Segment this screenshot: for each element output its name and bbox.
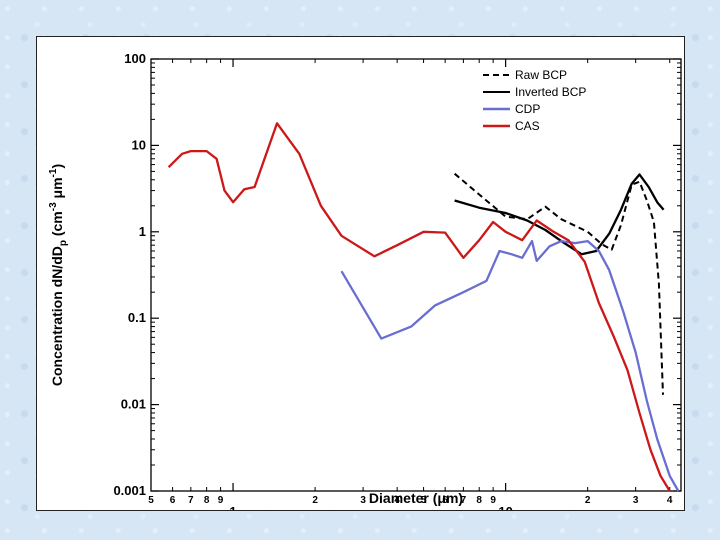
series-line-cas	[167, 122, 671, 492]
x-minor-tick-label: 5	[148, 495, 154, 506]
series-line-cdp	[340, 239, 680, 492]
legend-entry-cas: CAS	[483, 119, 540, 133]
legend-label-cas: CAS	[515, 119, 540, 133]
y-tick-label: 1	[139, 224, 146, 239]
x-minor-tick-label: 2	[585, 495, 591, 506]
y-tick-labels: 0.001 0.01 0.1 1 10 100	[113, 51, 146, 498]
legend-label-cdp: CDP	[515, 102, 540, 116]
x-minor-tick-label: 6	[442, 495, 448, 506]
y-axis-title: Concentration dN/dDp (cm-3 μm-1)	[48, 164, 69, 386]
x-axis-title: Diameter (μm)	[369, 490, 463, 506]
x-minor-tick-label: 7	[461, 495, 467, 506]
x-major-tick-label: 1	[229, 504, 236, 510]
axis-ticks	[150, 58, 681, 492]
x-minor-tick-label: 7	[188, 495, 194, 506]
y-tick-label: 10	[132, 137, 146, 152]
legend: Raw BCP Inverted BCP CDP CAS	[483, 68, 586, 133]
series-line-raw-bcp	[453, 172, 664, 395]
legend-label-raw-bcp: Raw BCP	[515, 68, 567, 82]
x-major-tick-label: 10	[498, 504, 512, 510]
x-minor-tick-label: 8	[476, 495, 482, 506]
y-tick-label: 100	[124, 51, 146, 66]
legend-entry-inverted-bcp: Inverted BCP	[483, 85, 586, 99]
x-minor-tick-label: 3	[633, 495, 639, 506]
x-minor-tick-label: 3	[360, 495, 366, 506]
series-layer	[167, 122, 680, 492]
plot-frame	[150, 58, 682, 492]
x-minor-tick-label: 4	[394, 495, 400, 506]
y-tick-label: 0.001	[113, 483, 146, 498]
legend-label-inverted-bcp: Inverted BCP	[515, 85, 586, 99]
x-minor-tick-label: 5	[421, 495, 427, 506]
x-minor-tick-label: 9	[218, 495, 224, 506]
x-minor-tick-label: 9	[490, 495, 496, 506]
series-line-inverted-bcp	[454, 173, 665, 256]
legend-entry-raw-bcp: Raw BCP	[483, 68, 567, 82]
x-minor-tick-label: 8	[204, 495, 210, 506]
x-minor-tick-label: 2	[312, 495, 318, 506]
x-minor-tick-label: 4	[667, 495, 673, 506]
x-minor-tick-label: 6	[170, 495, 176, 506]
y-tick-label: 0.1	[128, 310, 146, 325]
y-tick-label: 0.01	[121, 397, 146, 412]
legend-entry-cdp: CDP	[483, 102, 540, 116]
x-tick-labels: 1105678923456789234	[148, 495, 673, 510]
